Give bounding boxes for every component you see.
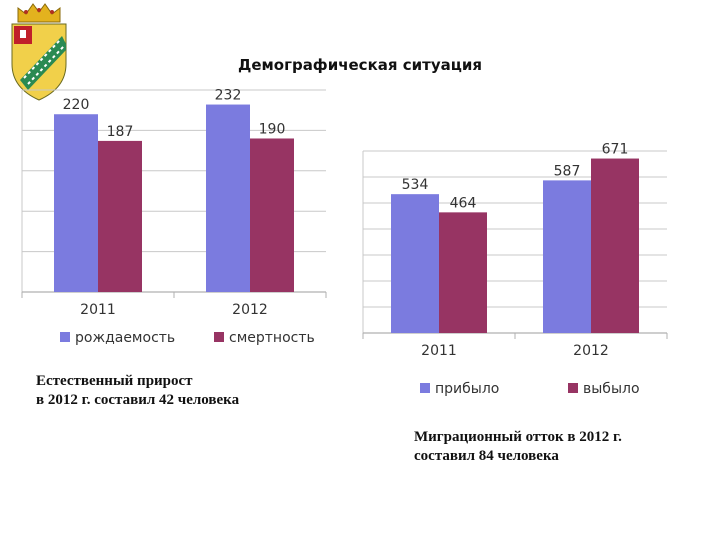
migration-bar-прибыло-2011 xyxy=(391,194,439,333)
migration-data-label: 534 xyxy=(402,177,429,193)
migration-legend-swatch xyxy=(568,383,578,393)
births-deaths-bar-смертность-2012 xyxy=(250,138,294,292)
births-deaths-legend-swatch xyxy=(214,332,224,342)
births-deaths-legend-label: рождаемость xyxy=(75,330,175,346)
migration-data-label: 671 xyxy=(602,142,629,158)
migration-caption: Миграционный отток в 2012 г. составил 84… xyxy=(414,428,622,466)
births-deaths-bar-рождаемость-2012 xyxy=(206,104,250,292)
births-deaths-data-label: 232 xyxy=(215,88,242,104)
migration-legend-label: выбыло xyxy=(583,381,640,397)
births-deaths-bar-смертность-2011 xyxy=(98,140,142,292)
migration-data-label: 464 xyxy=(450,195,477,211)
migration-category-label: 2012 xyxy=(573,343,609,359)
birth-death-chart: 220 232 187 190 2011 2012 рождаемость смертност… xyxy=(21,88,327,346)
migration-legend-label: прибыло xyxy=(435,381,499,397)
natural-growth-caption-line2: в 2012 г. составил 42 человека xyxy=(36,392,240,408)
migration-bar-выбыло-2011 xyxy=(439,212,487,333)
births-deaths-legend-label: смертность xyxy=(229,330,315,346)
coat-of-arms-icon xyxy=(11,3,67,101)
page-title: Демографическая ситуация xyxy=(238,56,482,74)
births-deaths-category-label: 2012 xyxy=(232,302,268,318)
migration-legend-swatch xyxy=(420,383,430,393)
births-deaths-data-label: 190 xyxy=(259,121,286,137)
births-deaths-category-label: 2011 xyxy=(80,302,116,318)
births-deaths-bar-рождаемость-2011 xyxy=(54,114,98,293)
births-deaths-legend-swatch xyxy=(60,332,70,342)
migration-category-label: 2011 xyxy=(421,343,457,359)
births-deaths-data-label: 187 xyxy=(107,124,134,140)
births-deaths-data-label: 220 xyxy=(63,97,90,113)
migration-bar-прибыло-2012 xyxy=(543,180,591,333)
migration-bar-выбыло-2012 xyxy=(591,158,639,333)
natural-growth-caption-line1: Естественный прирост xyxy=(36,373,193,389)
migration-chart: 534 587 464 671 2011 2012 прибыло выбыло xyxy=(362,142,668,397)
migration-caption-line2: составил 84 человека xyxy=(414,448,559,464)
natural-growth-caption: Естественный прирост в 2012 г. составил … xyxy=(36,372,239,410)
migration-caption-line1: Миграционный отток в 2012 г. xyxy=(414,429,622,445)
migration-data-label: 587 xyxy=(554,163,581,179)
